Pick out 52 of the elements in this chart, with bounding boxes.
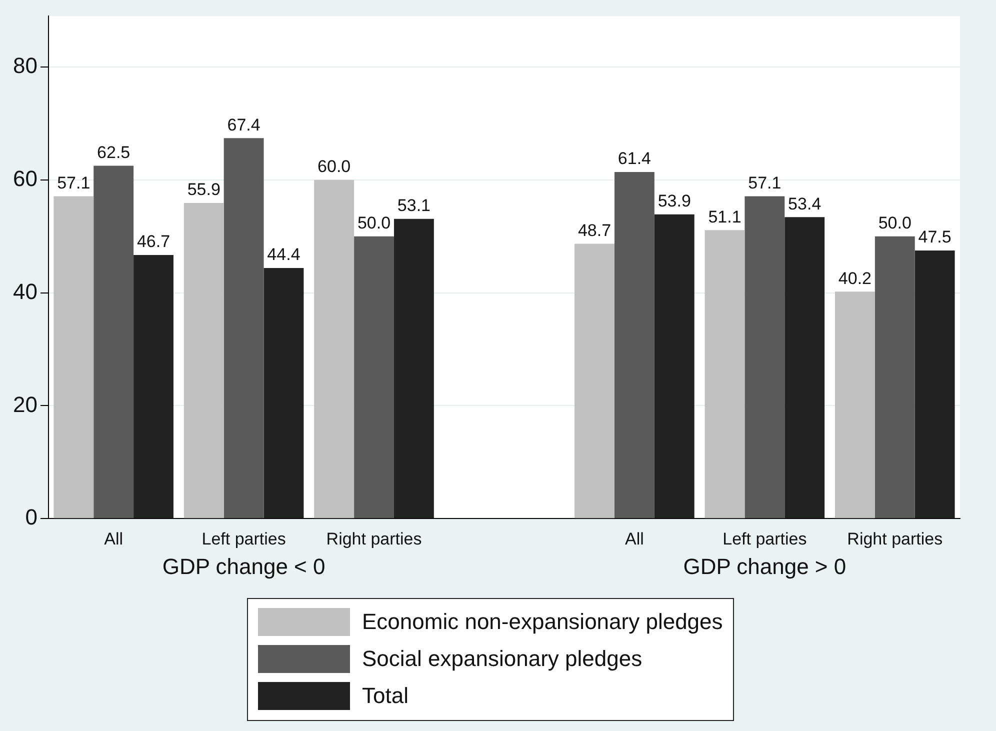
bar [354, 236, 394, 518]
data-label: 40.2 [838, 268, 872, 288]
legend-label: Economic non-expansionary pledges [362, 608, 723, 634]
data-label: 44.4 [267, 245, 300, 264]
bar [184, 203, 224, 518]
bar [834, 292, 875, 518]
data-label: 67.4 [227, 115, 260, 134]
data-label: 55.9 [187, 180, 220, 200]
data-label: 53.9 [658, 192, 691, 211]
bar [704, 230, 745, 518]
data-label: 57.1 [748, 173, 782, 192]
data-label: 53.1 [397, 196, 430, 216]
bar [264, 268, 304, 518]
bar [784, 217, 825, 518]
data-label: 50.0 [878, 214, 912, 233]
data-label: 47.5 [918, 228, 952, 247]
x-tick-label: Right parties [326, 529, 422, 548]
bar [224, 138, 264, 518]
bar [744, 196, 785, 518]
y-tick-label: 0 [25, 504, 38, 530]
bar [914, 250, 955, 518]
x-tick-label: Left parties [722, 529, 807, 548]
legend-label: Social expansionary pledges [362, 646, 642, 672]
bar [134, 254, 174, 518]
y-tick-label: 80 [12, 53, 38, 78]
y-tick-label: 40 [12, 278, 38, 304]
x-tick-label: Left parties [202, 529, 286, 548]
bar [314, 180, 354, 518]
data-label: 48.7 [578, 220, 612, 240]
bar [574, 244, 614, 518]
bar [94, 166, 134, 518]
data-label: 60.0 [318, 157, 351, 176]
x-tick-label: All [625, 529, 644, 548]
bar [394, 218, 434, 518]
bar [54, 196, 94, 518]
legend-label: Total [362, 682, 408, 708]
data-label: 53.4 [788, 194, 822, 214]
data-label: 62.5 [97, 142, 130, 162]
text: GDP change < 0 [162, 554, 326, 580]
data-label: 50.0 [357, 214, 391, 233]
x-tick-label: All [104, 529, 124, 548]
data-label: 46.7 [136, 232, 170, 252]
data-label: 51.1 [708, 207, 742, 226]
y-tick-label: 20 [12, 392, 38, 417]
bar [874, 236, 915, 518]
data-label: 61.4 [618, 149, 651, 168]
data-label: 57.1 [57, 173, 90, 192]
text: GDP change > 0 [683, 554, 846, 580]
bar [614, 172, 654, 518]
bar [654, 214, 694, 518]
y-tick-label: 60 [12, 166, 38, 191]
x-tick-label: Right parties [847, 529, 943, 548]
